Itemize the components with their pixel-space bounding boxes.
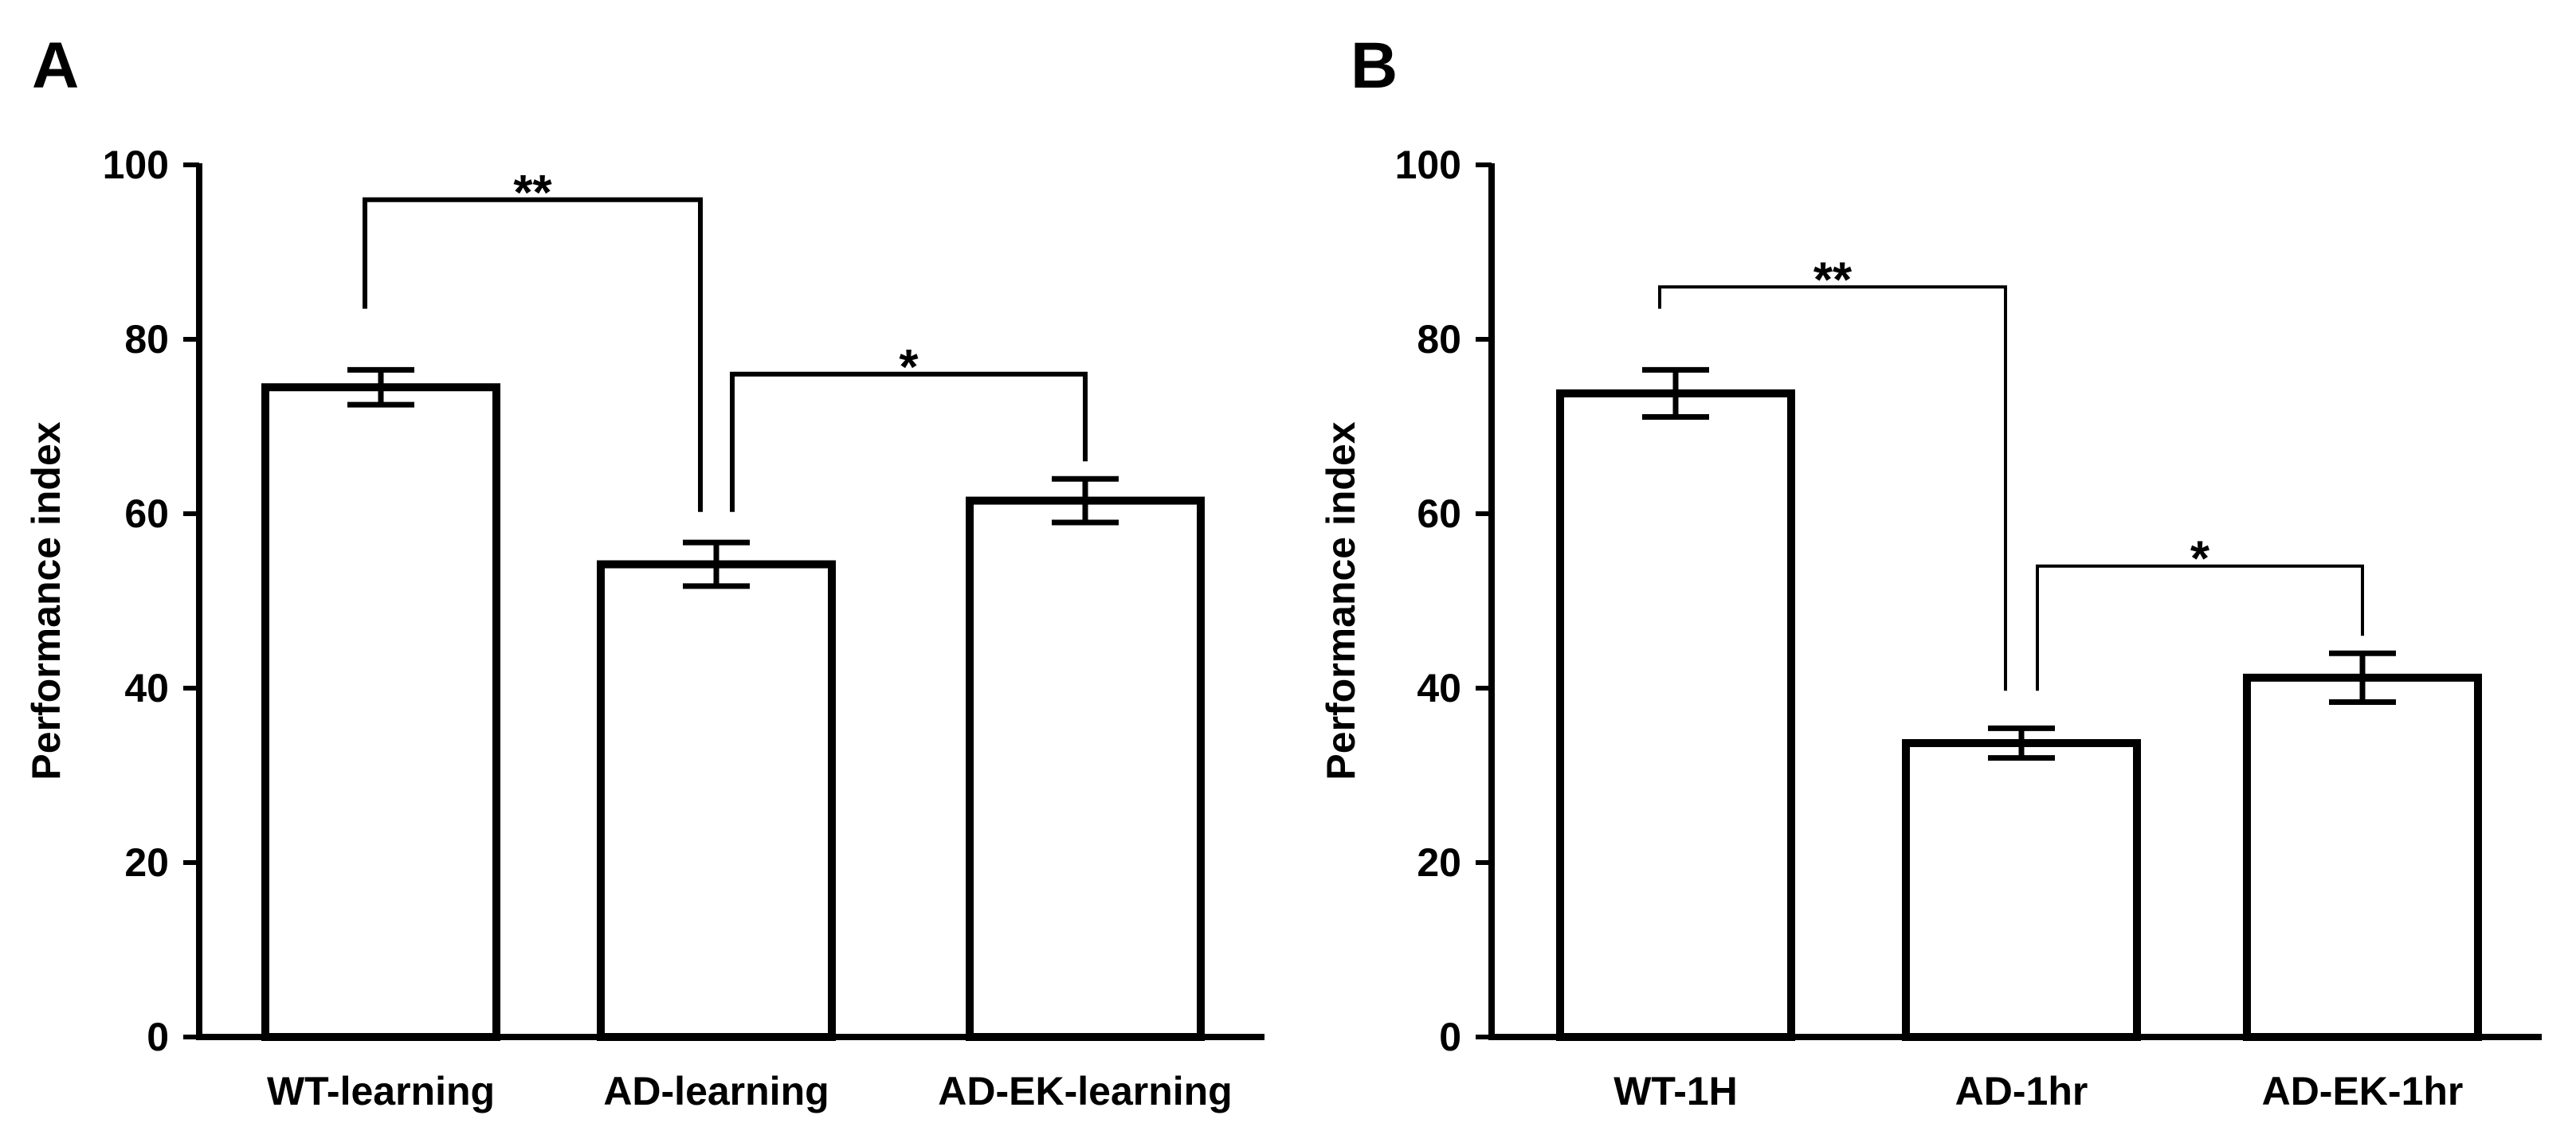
- panel-label: B: [1351, 29, 1398, 102]
- bar: [261, 383, 500, 1042]
- significance-label: **: [1813, 252, 1853, 307]
- x-tick-label: AD-EK-1hr: [2262, 1069, 2464, 1113]
- significance-bracket: [2036, 564, 2364, 691]
- y-tick-label: 80: [1417, 317, 1461, 362]
- y-tick-label: 40: [1417, 666, 1461, 710]
- significance-bracket: [730, 371, 1088, 512]
- y-tick-label: 60: [1417, 491, 1461, 536]
- y-tick-label: 100: [1395, 143, 1461, 187]
- significance-label: **: [513, 166, 552, 221]
- y-axis-label: Performance index: [24, 421, 69, 780]
- significance-label: *: [899, 340, 919, 395]
- x-tick-label: AD-EK-learning: [938, 1069, 1232, 1113]
- significance-bracket: [363, 197, 703, 512]
- significance-label: *: [2190, 532, 2210, 587]
- panel-a: A Performance index 0 20 40 60 80 100 WT-learnin…: [24, 29, 1264, 1113]
- bar: [597, 560, 836, 1041]
- panel-b: B Performance index 0 20 40 60 80 100 WT-1H AD-1h…: [1319, 29, 2542, 1113]
- y-tick-label: 20: [1417, 840, 1461, 885]
- x-tick-label: WT-1H: [1613, 1069, 1738, 1113]
- panel-label: A: [32, 29, 79, 102]
- x-tick-label: WT-learning: [267, 1069, 495, 1113]
- y-axis-label: Performance index: [1319, 421, 1363, 780]
- bar: [1902, 738, 2141, 1041]
- y-tick-label: 40: [124, 666, 169, 710]
- bar: [966, 496, 1205, 1041]
- significance-bracket: [1658, 285, 2007, 691]
- y-tick-label: 20: [124, 840, 169, 885]
- x-tick-label: AD-learning: [603, 1069, 829, 1113]
- y-tick-label: 0: [1439, 1015, 1461, 1059]
- y-tick-label: 60: [124, 491, 169, 536]
- bar: [2243, 673, 2482, 1041]
- bar: [1556, 389, 1795, 1041]
- y-tick-label: 100: [103, 143, 169, 187]
- x-tick-label: AD-1hr: [1955, 1069, 2088, 1113]
- y-tick-label: 0: [147, 1015, 169, 1059]
- y-tick-label: 80: [124, 317, 169, 362]
